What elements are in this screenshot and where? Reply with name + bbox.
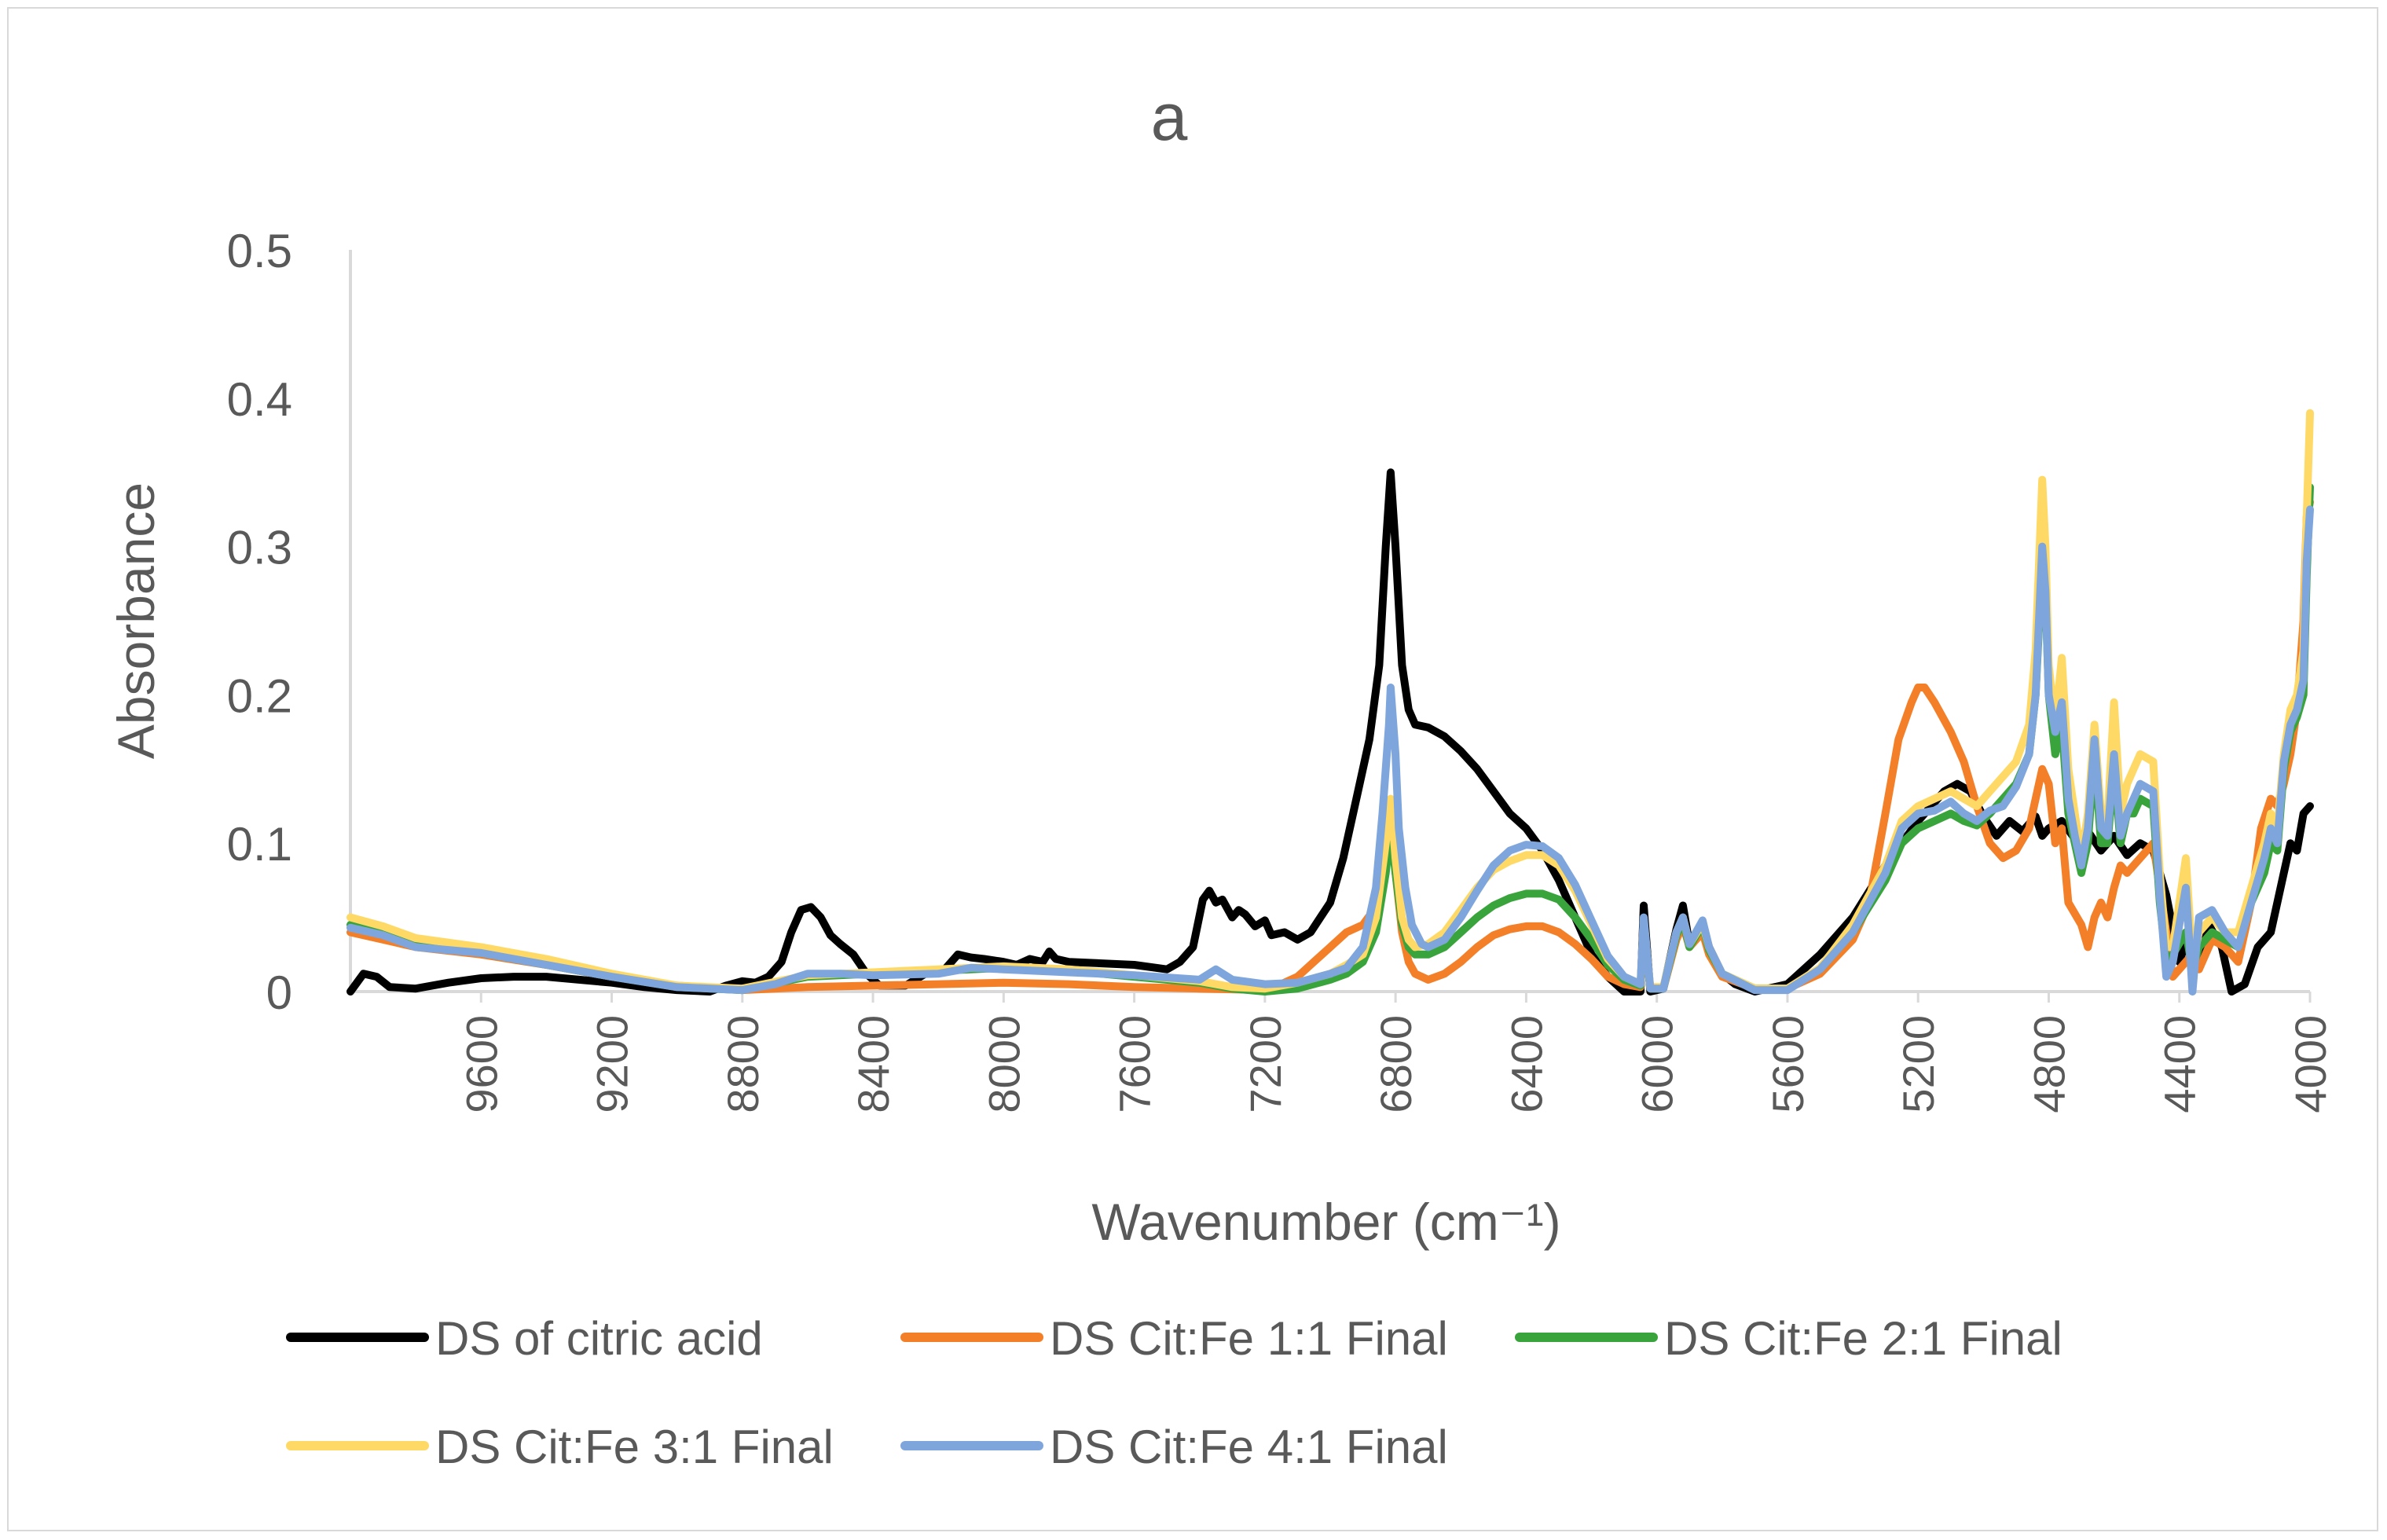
series-line-2	[346, 498, 2314, 995]
y-tick-label: 0.5	[227, 225, 292, 277]
y-axis-label: Absorbance	[107, 482, 165, 759]
x-tick-label: 9600	[456, 1015, 506, 1113]
x-tick-label: 8400	[849, 1015, 898, 1113]
y-tick-label: 0.1	[227, 818, 292, 871]
x-tick-label: 6800	[1371, 1015, 1421, 1113]
x-tick-label: 8000	[979, 1015, 1028, 1113]
legend-label-1: DS of citric acid	[435, 1312, 763, 1365]
x-tick-label: 6400	[1502, 1015, 1551, 1113]
legend-label-3: DS Cit:Fe 2:1 Final	[1664, 1312, 2062, 1365]
x-tick-label: 4800	[2024, 1015, 2074, 1113]
legend-label-5: DS Cit:Fe 4:1 Final	[1050, 1421, 1448, 1473]
legend-label-4: DS Cit:Fe 3:1 Final	[435, 1421, 834, 1473]
x-tick-label: 4000	[2286, 1015, 2335, 1113]
y-tick-label: 0.2	[227, 669, 292, 722]
x-tick-label: 5600	[1763, 1015, 1813, 1113]
y-tick-label: 0.4	[227, 373, 292, 426]
y-tick-label: 0	[266, 966, 292, 1019]
x-tick-label: 8800	[718, 1015, 768, 1113]
series-lines	[346, 409, 2314, 996]
x-tick-label: 7600	[1110, 1015, 1160, 1113]
x-tick-label: 6000	[1633, 1015, 1682, 1113]
chart-frame	[7, 7, 2378, 1531]
y-axis-ticks: 0 0.1 0.2 0.3 0.4 0.5	[227, 225, 292, 1019]
x-axis-label: Wavenumber (cm⁻¹)	[1091, 1193, 1560, 1251]
y-tick-label: 0.3	[227, 522, 292, 574]
series-line-1	[346, 468, 2314, 996]
legend: DS of citric acid DS Cit:Fe 1:1 Final DS C…	[286, 1312, 2062, 1473]
legend-label-2: DS Cit:Fe 1:1 Final	[1050, 1312, 1448, 1365]
x-axis-ticks: 9600 9200 8800 8400 8000 7600 7200 6800 6400 6000…	[456, 992, 2335, 1113]
x-tick-label: 9200	[588, 1015, 637, 1113]
series-line-3	[346, 483, 2314, 996]
series-line-5	[346, 505, 2314, 996]
x-tick-label: 4400	[2155, 1015, 2205, 1113]
x-tick-label: 5200	[1894, 1015, 1943, 1113]
chart-title: a	[1151, 80, 1188, 154]
x-tick-label: 7200	[1241, 1015, 1290, 1113]
